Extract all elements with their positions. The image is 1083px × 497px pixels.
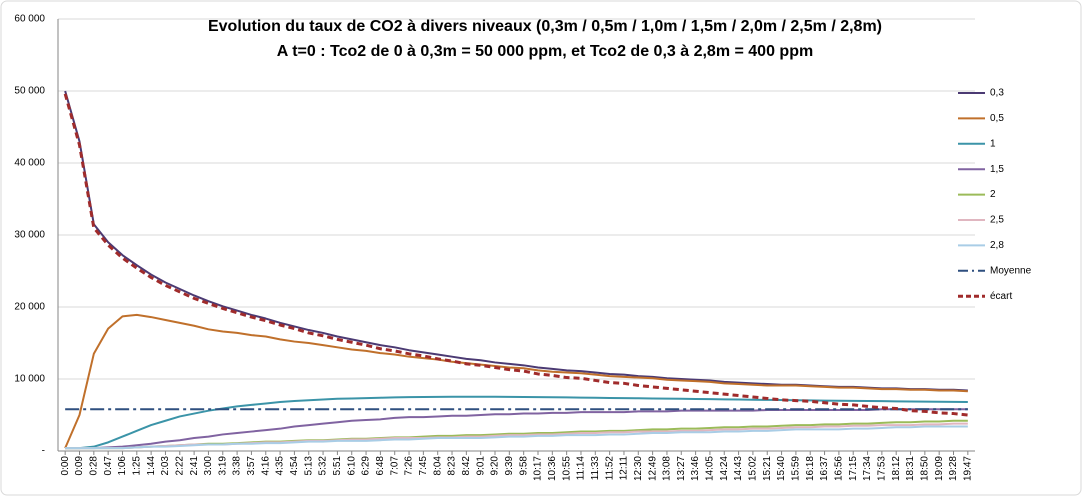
chart-subtitle: A t=0 : Tco2 de 0 à 0,3m = 50 000 ppm, e… <box>277 43 813 60</box>
x-tick-label: 0:00 <box>60 456 71 476</box>
legend-label: 2 <box>990 189 996 200</box>
x-tick-label: 0:28 <box>88 456 99 476</box>
x-tick-label: 6:29 <box>361 456 372 476</box>
x-tick-label: 13:08 <box>662 456 673 481</box>
x-tick-label: 9:39 <box>504 456 515 476</box>
x-tick-label: 0:09 <box>74 456 85 476</box>
x-tick-label: 1:06 <box>117 456 128 476</box>
x-tick-label: 8:23 <box>447 456 458 476</box>
x-tick-label: 18:12 <box>891 456 902 481</box>
x-tick-label: 9:58 <box>518 456 529 476</box>
x-tick-label: 13:46 <box>690 456 701 481</box>
x-tick-label: 12:49 <box>647 456 658 481</box>
x-tick-label: 10:36 <box>547 456 558 481</box>
y-tick-label: 30 000 <box>14 230 45 241</box>
x-tick-label: 3:57 <box>246 456 257 476</box>
x-tick-label: 10:55 <box>561 456 572 481</box>
legend-label: Moyenne <box>990 265 1032 276</box>
chart-title: Evolution du taux de CO2 à divers niveau… <box>208 18 882 35</box>
x-tick-label: 16:56 <box>834 456 845 481</box>
legend: 0,3 0,5 1 1,5 2 2,5 2,8 Moyenne écart <box>958 88 1032 302</box>
x-tick-label: 13:27 <box>676 456 687 481</box>
x-tick-label: 4:54 <box>289 456 300 476</box>
legend-label: 2,8 <box>990 240 1004 251</box>
x-tick-label: 19:47 <box>962 456 973 481</box>
x-tick-label: 5:51 <box>332 456 343 476</box>
legend-label: écart <box>990 291 1012 302</box>
x-tick-label: 15:59 <box>791 456 802 481</box>
grid: - 10 000 20 000 30 000 40 000 50 000 60 000 0:0… <box>14 14 975 481</box>
x-tick-label: 16:37 <box>819 456 830 481</box>
x-tick-label: 4:35 <box>275 456 286 476</box>
x-tick-label: 11:52 <box>604 456 615 481</box>
x-tick-label: 15:21 <box>762 456 773 481</box>
x-tick-label: 17:15 <box>848 456 859 481</box>
plot <box>63 90 968 450</box>
x-tick-label: 14:43 <box>733 456 744 481</box>
x-tick-label: 11:33 <box>590 456 601 481</box>
legend-label: 1,5 <box>990 164 1004 175</box>
x-tick-label: 9:01 <box>475 456 486 476</box>
legend-label: 0,5 <box>990 113 1004 124</box>
series-line <box>64 313 968 449</box>
x-tick-label: 15:40 <box>776 456 787 481</box>
x-tick-label: 3:19 <box>217 456 228 476</box>
x-tick-label: 3:00 <box>203 456 214 476</box>
x-tick-label: 19:28 <box>948 456 959 481</box>
x-tick-label: 15:02 <box>748 456 759 481</box>
x-tick-label: 18:31 <box>905 456 916 481</box>
y-tick-label: 40 000 <box>14 158 45 169</box>
series-line <box>65 425 968 450</box>
x-tick-label: 1:25 <box>131 456 142 476</box>
x-tick-label: 2:22 <box>174 456 185 476</box>
x-tick-label: 19:09 <box>934 456 945 481</box>
x-tick-label: 2:03 <box>160 456 171 476</box>
x-tick-label: 3:38 <box>232 456 243 476</box>
legend-label: 1 <box>990 138 996 149</box>
x-tick-label: 17:53 <box>877 456 888 481</box>
x-tick-label: 14:24 <box>719 456 730 481</box>
x-tick-label: 14:05 <box>705 456 716 481</box>
x-tick-label: 10:17 <box>533 456 544 481</box>
x-tick-label: 18:50 <box>919 456 930 481</box>
x-tick-label: 7:26 <box>404 456 415 476</box>
y-tick-label: - <box>42 446 45 457</box>
x-tick-label: 11:14 <box>576 456 587 481</box>
x-tick-label: 9:20 <box>490 456 501 476</box>
x-tick-label: 1:44 <box>146 456 157 476</box>
x-tick-label: 16:18 <box>805 456 816 481</box>
legend-label: 2,5 <box>990 215 1004 226</box>
x-tick-label: 8:04 <box>432 456 443 476</box>
y-tick-label: 20 000 <box>14 302 45 313</box>
x-tick-label: 0:47 <box>103 456 114 476</box>
series-line <box>63 93 968 417</box>
x-tick-label: 17:34 <box>862 456 873 481</box>
x-tick-label: 8:42 <box>461 456 472 476</box>
y-tick-label: 50 000 <box>14 86 45 97</box>
x-tick-label: 12:30 <box>633 456 644 481</box>
x-tick-label: 6:48 <box>375 456 386 476</box>
y-tick-label: 60 000 <box>14 14 45 25</box>
x-tick-label: 2:41 <box>189 456 200 476</box>
x-tick-label: 7:07 <box>389 456 400 476</box>
x-tick-label: 5:13 <box>303 456 314 476</box>
x-tick-label: 7:45 <box>418 456 429 476</box>
x-tick-label: 6:10 <box>346 456 357 476</box>
x-tick-label: 4:16 <box>260 456 271 476</box>
legend-label: 0,3 <box>990 88 1004 99</box>
x-tick-label: 5:32 <box>318 456 329 476</box>
x-tick-label: 12:11 <box>619 456 630 481</box>
y-tick-label: 10 000 <box>14 374 45 385</box>
